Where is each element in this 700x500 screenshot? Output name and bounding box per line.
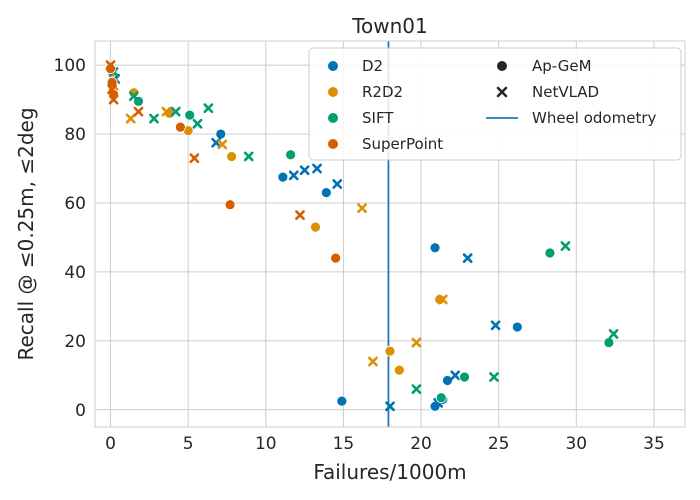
d2-netvlad-point (299, 165, 310, 176)
legend-superpoint-label: SuperPoint (362, 135, 443, 153)
r2d2-ap-gem-point (434, 294, 446, 305)
legend-wheel-odometry-label: Wheel odometry (532, 109, 656, 127)
legend-superpoint-marker (328, 139, 338, 149)
d2-ap-gem-point (442, 375, 453, 386)
superpoint-ap-gem-point (224, 199, 236, 211)
sift-ap-gem-point (285, 149, 297, 161)
r2d2-netvlad-point (161, 106, 172, 117)
sift-ap-gem-point (459, 371, 470, 383)
y-axis-title: Recall @ ≤0.25m, ≤2deg (14, 107, 38, 360)
chart-title: Town01 (351, 14, 428, 38)
superpoint-netvlad-point (105, 60, 116, 71)
legend-sift-label: SIFT (362, 109, 394, 127)
r2d2-netvlad-point (357, 203, 367, 214)
x-tick-label: 15 (333, 434, 355, 454)
r2d2-netvlad-point (368, 356, 378, 367)
superpoint-ap-gem-point (106, 76, 118, 88)
legend: D2 R2D2 SIFT SuperPoint Ap-GeM NetVLAD W… (308, 47, 682, 161)
d2-ap-gem-point (511, 321, 523, 333)
superpoint-netvlad-point (189, 153, 200, 164)
x-tick-labels: 0 5 10 15 20 25 30 35 (105, 434, 665, 454)
x-tick-label: 10 (255, 434, 277, 454)
d2-netvlad-point (312, 163, 322, 174)
superpoint-ap-gem-point (174, 121, 186, 133)
sift-netvlad-point (192, 118, 203, 129)
sift-netvlad-point (560, 241, 571, 251)
sift-netvlad-point (203, 103, 214, 114)
d2-ap-gem-point (215, 128, 227, 140)
x-axis-title: Failures/1000m (313, 460, 466, 484)
superpoint-netvlad-point (133, 106, 144, 117)
d2-ap-gem-point (429, 242, 441, 254)
r2d2-netvlad-point (125, 113, 136, 124)
superpoint-netvlad-point (295, 210, 305, 220)
y-tick-label: 60 (64, 194, 86, 214)
d2-netvlad-point (490, 320, 501, 331)
sift-netvlad-point (608, 329, 619, 339)
legend-r2d2-marker (328, 87, 338, 97)
legend-apgem-label: Ap-GeM (532, 57, 592, 75)
sift-netvlad-point (243, 151, 254, 162)
r2d2-netvlad-point (411, 337, 422, 348)
legend-apgem-marker (497, 61, 507, 71)
superpoint-ap-gem-point (330, 252, 342, 264)
x-tick-label: 35 (643, 434, 665, 454)
sift-ap-gem-point (603, 337, 615, 348)
r2d2-ap-gem-point (310, 221, 321, 233)
x-tick-label: 20 (410, 434, 432, 454)
d2-netvlad-point (385, 401, 395, 412)
x-tick-label: 30 (565, 434, 587, 454)
r2d2-ap-gem-point (384, 345, 396, 357)
d2-netvlad-point (462, 253, 473, 264)
d2-netvlad-point (332, 179, 343, 189)
sift-netvlad-point (149, 113, 159, 124)
r2d2-ap-gem-point (226, 151, 238, 162)
sift-netvlad-point (128, 91, 139, 102)
y-tick-label: 40 (64, 263, 86, 283)
sift-netvlad-point (170, 106, 181, 117)
legend-netvlad-marker (496, 86, 508, 98)
y-tick-label: 20 (64, 332, 86, 352)
x-tick-label: 25 (488, 434, 510, 454)
sift-ap-gem-point (544, 247, 556, 259)
r2d2-ap-gem-point (393, 364, 405, 376)
y-tick-labels: 0 20 40 60 80 100 (54, 56, 86, 421)
sift-ap-gem-point (435, 392, 447, 404)
r2d2-netvlad-point (437, 294, 448, 305)
legend-r2d2-label: R2D2 (362, 83, 403, 101)
legend-box (308, 47, 682, 161)
y-tick-label: 100 (54, 56, 86, 76)
sift-netvlad-point (489, 372, 499, 382)
superpoint-netvlad-point (107, 84, 117, 95)
legend-d2-marker (328, 61, 338, 71)
d2-netvlad-point (450, 370, 461, 381)
d2-ap-gem-point (277, 171, 289, 183)
legend-netvlad-label: NetVLAD (532, 83, 599, 101)
r2d2-netvlad-point (217, 139, 228, 150)
d2-ap-gem-point (336, 395, 348, 407)
d2-netvlad-point (288, 170, 299, 181)
superpoint-netvlad-point (108, 94, 119, 105)
d2-ap-gem-point (320, 187, 332, 199)
plot-frame (94, 40, 686, 428)
x-tick-label: 0 (105, 434, 116, 454)
sift-ap-gem-point (184, 109, 196, 121)
sift-netvlad-point (411, 384, 422, 394)
y-tick-label: 0 (75, 401, 86, 421)
legend-sift-marker (328, 113, 338, 123)
legend-d2-label: D2 (362, 57, 383, 75)
y-tick-label: 80 (64, 125, 86, 145)
x-tick-label: 5 (183, 434, 194, 454)
data-points (105, 60, 619, 412)
